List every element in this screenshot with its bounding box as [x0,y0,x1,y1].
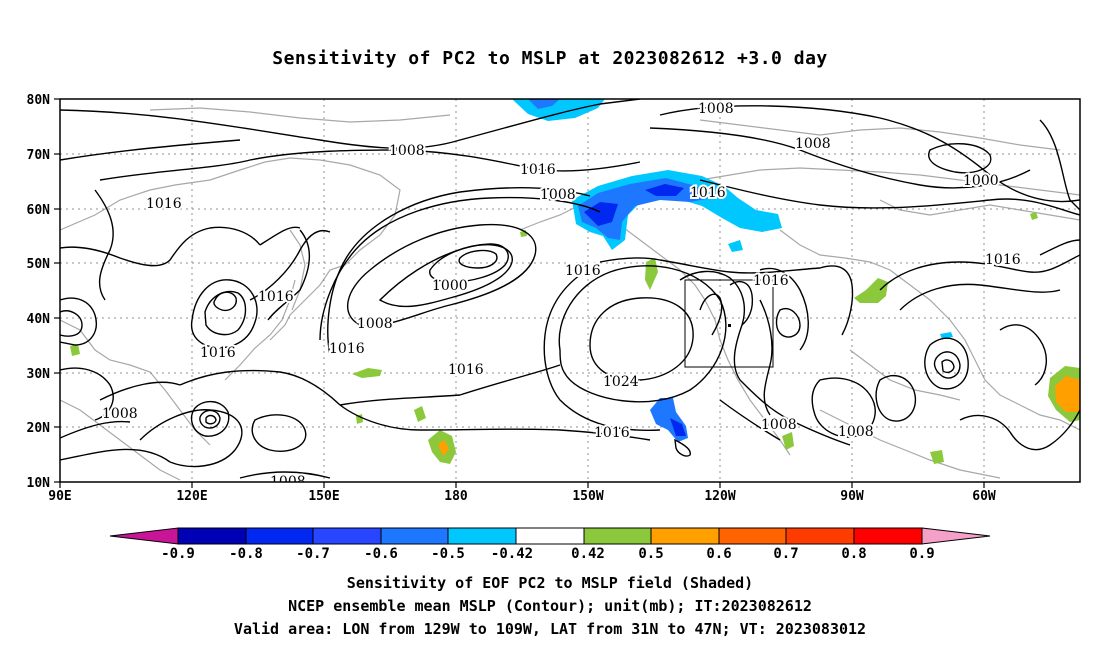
footer-line-1: Sensitivity of EOF PC2 to MSLP field (Sh… [346,574,754,592]
contour-label: 1016 [200,345,236,361]
lon-label: 150W [572,489,603,504]
lat-label: 40N [27,312,51,327]
colorbar-swatch [718,527,787,545]
contour-label: 1008 [698,101,734,117]
colorbar-label: -0.5 [431,546,465,562]
shade-orange-dateline [438,440,449,456]
lon-label: 120W [704,489,735,504]
lon-label: 180 [444,489,468,504]
colorbar-label: 0.9 [909,546,934,562]
shade-small-blue-2 [940,332,953,339]
shade-gulf-of-alaska-core2 [645,184,684,196]
lat-label: 80N [27,93,51,108]
colorbar-swatch [515,527,585,545]
contour-label: 1016 [985,252,1021,268]
map-frame [59,98,1081,483]
contour-label: 1016 [690,185,726,201]
contour-label: 1016 [565,263,601,279]
map-title: Sensitivity of PC2 to MSLP at 2023082612… [272,48,828,69]
colorbar-high-extend [921,527,991,545]
contour-label: 1000 [432,278,468,294]
contour-label-group: 1008 1008 1008 1016 1016 1008 1016 1016 … [100,99,1023,490]
axis-ticks [54,98,985,488]
lat-label: 20N [27,421,51,436]
contour-label: 1016 [258,289,294,305]
lat-label: 30N [27,367,51,382]
map-panel: 1008 1008 1008 1016 1016 1008 1016 1016 … [60,99,1080,490]
colorbar-low-extend [109,527,179,545]
shade-green-7 [1030,212,1038,220]
colorbar-swatch [785,527,855,545]
colorbar-label: 0.6 [706,546,731,562]
valid-area-box [684,279,774,368]
latitude-labels: 80N 70N 60N 50N 40N 30N 20N 10N [27,93,51,491]
colorbar-label: -0.6 [364,546,398,562]
lon-label: 120E [176,489,207,504]
lat-label: 70N [27,148,51,163]
colorbar-swatch [312,527,382,545]
colorbar-labels: -0.9 -0.8 -0.7 -0.6 -0.5 -0.42 0.42 0.5 … [161,546,935,562]
contour-label: 1016 [329,341,365,357]
contour-label: 1008 [357,316,393,332]
colorbar-label: -0.8 [229,546,263,562]
shade-green-4 [782,432,794,450]
lon-label: 90E [48,489,71,504]
colorbar [109,527,991,545]
contour-label: 1008 [540,187,576,203]
colorbar-swatch [853,527,923,545]
lat-label: 60N [27,203,51,218]
shade-gulf-of-alaska-core [584,202,618,226]
contour-label: 1008 [761,417,797,433]
shade-green-6 [70,344,80,356]
contour-label: 1016 [753,273,789,289]
colorbar-label: 0.42 [571,546,605,562]
colorbar-swatch [447,527,517,545]
footer-line-3: Valid area: LON from 129W to 109W, LAT f… [233,620,867,638]
contour-label: 1016 [146,196,182,212]
footer-line-2: NCEP ensemble mean MSLP (Contour); unit(… [288,597,812,615]
contour-label: 1016 [520,162,556,178]
contour-label: 1016 [448,362,484,378]
valid-area-center-marker [728,324,731,327]
shade-green-hudson [854,278,888,303]
contour-label: 1024 [603,374,639,390]
colorbar-label: -0.7 [296,546,330,562]
longitude-labels: 90E 120E 150E 180 150W 120W 90W 60W [48,489,996,504]
lon-label: 60W [972,489,996,504]
colorbar-label: 0.5 [638,546,663,562]
shade-green-3 [414,406,426,422]
shade-green-5 [930,450,944,464]
colorbar-swatch [583,527,652,545]
lat-label: 10N [27,476,51,491]
colorbar-swatch [650,527,720,545]
lon-label: 150E [308,489,339,504]
colorbar-swatch [177,527,247,545]
contour-label: 1016 [594,425,630,441]
contour-label: 1008 [102,406,138,422]
lat-label: 50N [27,257,51,272]
colorbar-label: -0.9 [161,546,195,562]
contour-label: 1008 [270,474,306,490]
contour-label: 1008 [838,424,874,440]
contour-label: 1008 [389,143,425,159]
shade-arctic-blue-core [528,99,560,109]
colorbar-label: 0.8 [841,546,866,562]
colorbar-label: -0.42 [491,546,533,562]
shade-orange-east [1055,376,1080,412]
lon-label: 90W [840,489,864,504]
shade-green-1 [352,368,382,378]
mslp-contours [60,99,1080,479]
colorbar-swatch [245,527,314,545]
negative-sensitivity-shading [512,99,953,442]
shade-central-pacific-core [670,418,686,436]
colorbar-label: 0.7 [773,546,798,562]
shade-small-blue-1 [728,240,743,252]
positive-sensitivity-shading [70,212,1080,464]
colorbar-swatch [380,527,449,545]
contour-label: 1008 [795,136,831,152]
contour-label: 1000 [963,173,999,189]
